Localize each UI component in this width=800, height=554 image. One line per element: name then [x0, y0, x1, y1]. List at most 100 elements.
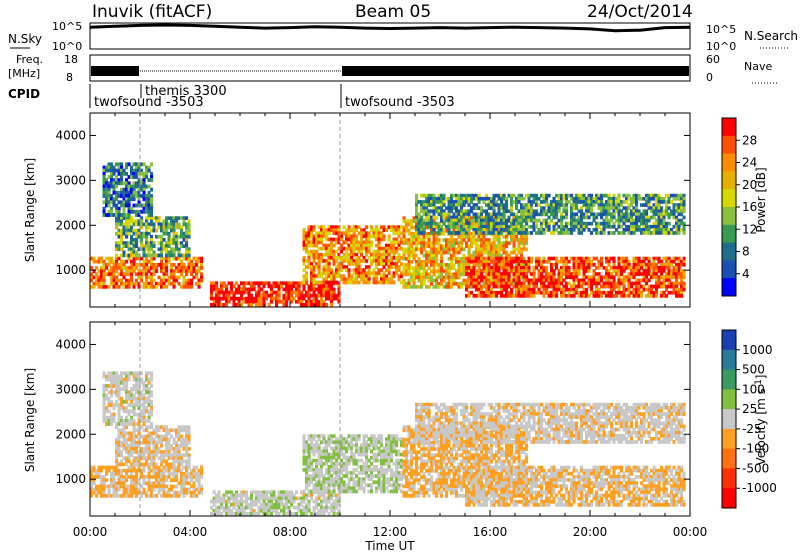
velocity-cell: [155, 465, 159, 470]
power-cell: [317, 234, 321, 239]
freq-tick-bottom: 8: [66, 71, 73, 84]
power-cell: [460, 203, 464, 207]
power-cell: [510, 256, 514, 261]
power-cell: [257, 303, 261, 307]
power-cell: [312, 243, 316, 248]
power-cell: [475, 231, 479, 235]
velocity-cell: [177, 468, 181, 473]
power-cell: [612, 203, 616, 207]
power-cell: [512, 235, 516, 239]
power-cell: [120, 194, 124, 198]
power-cell: [662, 196, 666, 201]
power-cell: [142, 181, 146, 186]
power-cell: [337, 274, 341, 279]
power-cell: [230, 281, 234, 286]
power-cell: [452, 241, 456, 245]
power-cell: [442, 250, 446, 255]
power-cell: [340, 243, 344, 248]
power-cell: [425, 269, 429, 274]
power-cell: [517, 281, 521, 286]
power-cell: [120, 190, 124, 195]
power-cell: [645, 281, 649, 286]
power-cell: [497, 224, 501, 229]
power-cell: [537, 287, 541, 292]
power-cell: [435, 216, 439, 220]
power-cell: [495, 221, 499, 226]
power-cell: [440, 196, 444, 201]
power-cell: [597, 200, 601, 204]
velocity-cell: [127, 484, 131, 489]
power-cell: [305, 303, 309, 307]
power-cell: [127, 206, 131, 211]
power-cell: [162, 272, 166, 277]
power-cell: [422, 266, 426, 270]
power-cell: [497, 259, 501, 264]
power-cell: [487, 212, 491, 217]
power-cell: [135, 238, 139, 242]
power-cell: [642, 218, 646, 223]
power-cell: [647, 269, 651, 273]
power-cell: [175, 269, 179, 273]
power-cell: [592, 275, 596, 280]
power-cell: [300, 296, 304, 301]
power-cell: [525, 269, 529, 273]
power-cell: [517, 238, 521, 242]
power-cell: [672, 281, 676, 286]
power-cell: [615, 294, 619, 298]
power-cell: [160, 234, 164, 239]
power-cell: [342, 252, 346, 257]
power-cell: [105, 203, 109, 208]
power-cell: [537, 259, 541, 264]
power-cell: [612, 212, 616, 217]
power-cell: [397, 240, 401, 245]
power-cell: [110, 256, 114, 261]
power-cell: [600, 209, 604, 214]
power-cell: [555, 228, 559, 232]
power-cell: [545, 193, 549, 198]
velocity-cell: [115, 490, 119, 495]
power-cell: [360, 234, 364, 239]
power-cell: [255, 296, 259, 301]
power-cell: [110, 165, 114, 170]
power-cell: [505, 278, 509, 283]
power-cell: [427, 244, 431, 249]
power-cell: [320, 231, 324, 236]
power-cell: [500, 224, 504, 229]
power-cell: [247, 296, 251, 301]
power-cell: [557, 193, 561, 198]
power-cell: [517, 266, 521, 270]
power-cell: [477, 275, 481, 280]
power-cell: [442, 278, 446, 283]
power-cell: [657, 224, 661, 229]
power-cell: [455, 200, 459, 204]
power-cell: [420, 241, 424, 245]
power-cell: [332, 293, 336, 298]
power-cell: [300, 290, 304, 295]
power-cell: [412, 219, 416, 224]
power-cell: [440, 247, 444, 252]
power-cell: [162, 247, 166, 252]
power-cell: [232, 293, 236, 298]
power-cell: [642, 196, 646, 201]
power-cell: [550, 281, 554, 286]
power-cell: [310, 240, 314, 245]
power-cell: [172, 247, 176, 252]
power-cell: [600, 203, 604, 207]
power-cell: [512, 278, 516, 283]
power-cell: [500, 216, 504, 220]
power-cell: [157, 275, 161, 280]
power-cell: [617, 209, 621, 214]
power-cell: [425, 225, 429, 230]
power-cell: [487, 247, 491, 252]
power-cell: [305, 274, 309, 279]
power-cell: [550, 272, 554, 276]
power-cell: [452, 247, 456, 252]
velocity-cell: [140, 494, 144, 498]
power-cell: [417, 260, 421, 264]
power-cell: [625, 278, 629, 283]
power-cell: [327, 231, 331, 236]
power-cell: [505, 235, 509, 239]
power-cell: [537, 203, 541, 207]
power-cell: [567, 290, 571, 295]
power-cell: [112, 213, 116, 217]
